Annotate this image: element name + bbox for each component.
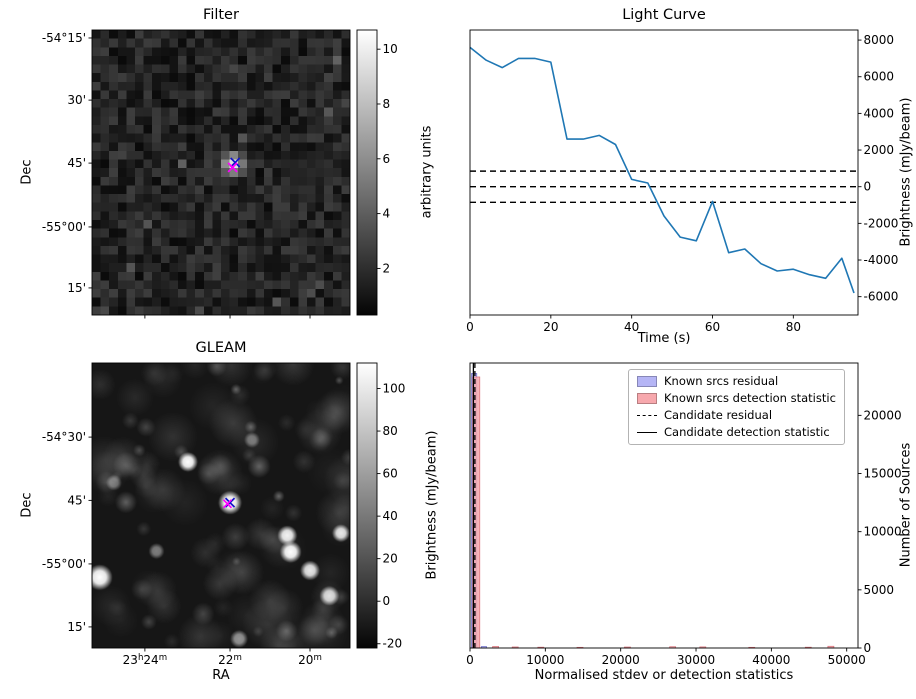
tick-label: 0 (864, 180, 872, 194)
tick-label: -6000 (864, 290, 899, 304)
gleam-cbar-label: Brightness (mJy/beam) (424, 430, 440, 580)
colorbar-tick-label: 40 (383, 509, 398, 523)
tick-label: 0 (466, 653, 474, 667)
legend-label: Candidate residual (664, 408, 773, 422)
colorbar (356, 29, 378, 316)
hist-bar (804, 646, 812, 649)
colorbar-tick-label: 6 (383, 152, 391, 166)
hist-xlabel: Normalised stdev or detection statistics (534, 668, 794, 683)
tick-label: 2000 (864, 143, 895, 157)
tick-label: 30000 (677, 653, 715, 667)
colorbar-tick-label: 60 (383, 467, 398, 481)
legend-label: Known srcs residual (664, 374, 779, 388)
tick-label: -2000 (864, 216, 899, 230)
colorbar (356, 362, 378, 649)
dashed-line-swatch-icon (637, 415, 657, 416)
colorbar-tick-label: 10 (383, 42, 398, 56)
tick-label: 45' (67, 156, 86, 170)
colorbar-tick-label: 2 (383, 261, 391, 275)
colorbar-tick-label: 100 (383, 382, 406, 396)
lightcurve-title: Light Curve (622, 7, 706, 23)
hist-bar (472, 376, 481, 649)
lightcurve-ylabel: Brightness (mJy/beam) (898, 97, 914, 247)
hist-bar (480, 646, 487, 649)
tick-label: -55°00' (42, 557, 86, 571)
legend-item-known-detstat: Known srcs detection statistic (637, 392, 836, 405)
tick-label: -55°00' (42, 220, 86, 234)
filter-ylabel: Dec (19, 159, 35, 185)
gleam-title: GLEAM (195, 340, 247, 356)
tick-label: 20m (298, 653, 322, 667)
tick-label: 30' (67, 93, 86, 107)
tick-label: 40000 (752, 653, 790, 667)
tick-label: -54°30' (42, 430, 86, 444)
colorbar-tick-label: 4 (383, 207, 391, 221)
tick-label: -54°15' (42, 31, 86, 45)
colorbar-tick-label: -20 (383, 637, 403, 651)
known-residual-swatch-icon (637, 376, 657, 387)
tick-label: 20000 (602, 653, 640, 667)
tick-label: 45' (67, 493, 86, 507)
tick-label: 15' (67, 281, 86, 295)
hist-bar (492, 646, 499, 649)
legend-item-known-residual: Known srcs residual (637, 375, 836, 388)
tick-label: 5000 (864, 583, 895, 597)
tick-label: 15' (67, 620, 86, 634)
known-detstat-swatch-icon (637, 393, 657, 404)
legend: Known srcs residual Known srcs detection… (628, 369, 845, 445)
lightcurve-xlabel: Time (s) (637, 331, 691, 346)
filter-title: Filter (203, 7, 239, 23)
hist-bar (827, 645, 835, 649)
legend-label: Candidate detection statistic (664, 425, 830, 439)
hist-bar (669, 646, 677, 649)
tick-label: 6000 (864, 70, 895, 84)
tick-label: 10000 (864, 525, 902, 539)
lightcurve-line (469, 46, 855, 294)
hist-bar (576, 646, 584, 649)
tick-label: -4000 (864, 253, 899, 267)
colorbar-tick-label: 0 (383, 594, 391, 608)
filter-cbar-label: arbitrary units (419, 125, 435, 219)
tick-label: 50000 (828, 653, 866, 667)
tick-label: 0 (864, 641, 872, 655)
gleam-ylabel: Dec (19, 492, 35, 518)
legend-item-candidate-residual: Candidate residual (637, 409, 836, 422)
axes-frame (469, 29, 859, 316)
legend-item-candidate-detstat: Candidate detection statistic (637, 426, 836, 439)
hist-bar (537, 646, 545, 649)
tick-label: 10000 (526, 653, 564, 667)
hist-bar (699, 646, 707, 649)
hist-bar (511, 646, 519, 649)
tick-label: 20000 (864, 408, 902, 422)
colorbar-tick-label: 20 (383, 552, 398, 566)
tick-label: 23h24m (123, 653, 167, 667)
solid-line-swatch-icon (637, 432, 657, 433)
tick-label: 8000 (864, 33, 895, 47)
legend-label: Known srcs detection statistic (664, 391, 836, 405)
tick-label: 4000 (864, 106, 895, 120)
hist-ylabel: Number of Sources (898, 442, 914, 568)
hist-bar (624, 646, 631, 649)
tick-label: 22m (218, 653, 242, 667)
gleam-xlabel: RA (212, 668, 230, 683)
filter-image (92, 30, 350, 315)
hist-bar (471, 373, 478, 649)
colorbar-tick-label: 8 (383, 97, 391, 111)
colorbar-tick-label: 80 (383, 424, 398, 438)
gleam-image (92, 363, 350, 648)
tick-label: 15000 (864, 467, 902, 481)
hist-bar (748, 646, 756, 649)
